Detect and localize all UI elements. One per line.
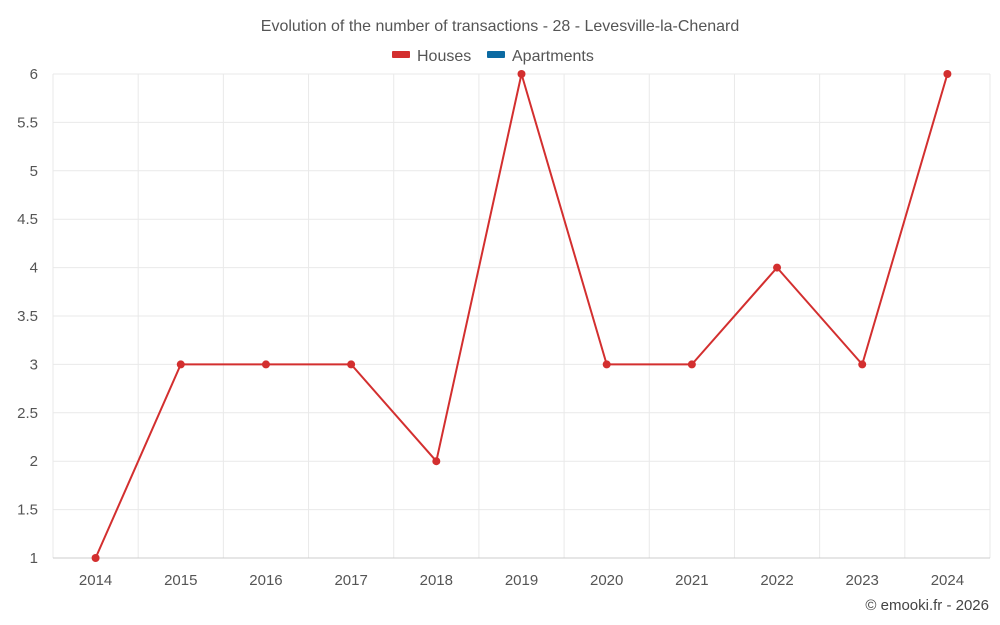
legend: Houses Apartments: [392, 48, 594, 65]
legend-item-houses[interactable]: Houses: [392, 48, 471, 65]
x-tick-label: 2016: [249, 572, 282, 589]
y-tick-label: 4: [30, 260, 38, 277]
y-gridlines: [53, 73, 990, 511]
y-tick-label: 2.5: [17, 405, 38, 422]
data-point-houses[interactable]: [773, 263, 782, 272]
x-tick-label: 2023: [846, 572, 879, 589]
x-tick-label: 2017: [334, 572, 367, 589]
x-tick-label: 2018: [420, 572, 453, 589]
data-point-houses[interactable]: [602, 360, 611, 369]
legend-swatch-houses: [392, 51, 410, 58]
x-axis-ticks: 2014 2015 2016 2017 2018 2019 2020 2021 2022 2023…: [79, 572, 964, 589]
y-tick-label: 5.5: [17, 114, 38, 131]
x-tick-label: 2022: [760, 572, 793, 589]
credit-text: © emooki.fr - 2026: [865, 597, 989, 614]
x-tick-label: 2019: [505, 572, 538, 589]
data-point-houses[interactable]: [687, 360, 696, 369]
data-point-houses[interactable]: [517, 70, 526, 78]
legend-swatch-apartments: [487, 51, 505, 58]
data-point-houses[interactable]: [432, 457, 441, 466]
legend-label-houses: Houses: [417, 48, 471, 65]
y-tick-label: 1: [30, 550, 38, 567]
legend-label-apartments: Apartments: [512, 48, 594, 65]
data-point-houses[interactable]: [347, 360, 356, 369]
y-tick-label: 2: [30, 453, 38, 470]
series-houses: [91, 70, 952, 562]
x-tick-label: 2014: [79, 572, 112, 589]
x-tick-label: 2024: [931, 572, 964, 589]
data-point-houses[interactable]: [261, 360, 270, 369]
y-tick-label: 3.5: [17, 308, 38, 325]
x-gridlines: [52, 74, 991, 558]
data-point-houses[interactable]: [858, 360, 867, 369]
data-point-houses[interactable]: [176, 360, 185, 369]
y-axis-ticks: 1 1.5 2 2.5 3 3.5 4 4.5 5 5.5 6: [17, 66, 38, 567]
x-tick-label: 2021: [675, 572, 708, 589]
data-point-houses[interactable]: [943, 70, 952, 78]
chart-title: Evolution of the number of transactions …: [261, 18, 739, 35]
y-tick-label: 1.5: [17, 502, 38, 519]
y-tick-label: 3: [30, 356, 38, 373]
legend-item-apartments[interactable]: Apartments: [487, 48, 594, 65]
x-tick-label: 2015: [164, 572, 197, 589]
y-tick-label: 6: [30, 66, 38, 83]
y-tick-label: 4.5: [17, 211, 38, 228]
data-point-houses[interactable]: [91, 554, 100, 562]
y-tick-label: 5: [30, 163, 38, 180]
x-tick-label: 2020: [590, 572, 623, 589]
